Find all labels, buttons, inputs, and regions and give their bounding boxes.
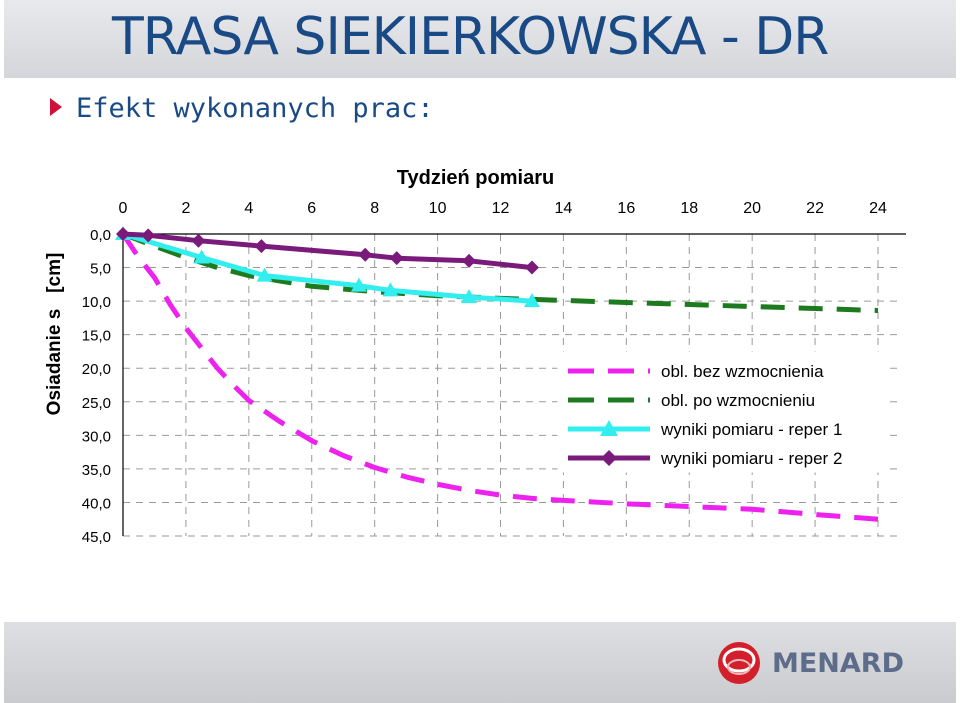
- y-axis-label: Osiadanie s [cm]: [44, 253, 65, 416]
- x-tick-label: 24: [869, 200, 887, 217]
- series-point-3: [116, 227, 130, 241]
- series-point-3: [389, 251, 404, 266]
- x-tick-label: 10: [429, 200, 447, 217]
- legend-label-3: wyniki pomiaru - reper 2: [660, 449, 842, 468]
- series-point-3: [254, 239, 269, 254]
- header-band: [4, 0, 956, 78]
- series-point-2: [256, 267, 273, 282]
- y-tick-label: 40,0: [82, 495, 111, 512]
- chart-title: Tydzień pomiaru: [397, 167, 554, 189]
- x-tick-label: 4: [244, 200, 253, 217]
- series-point-3: [524, 260, 539, 275]
- y-tick-label: 0,0: [90, 227, 111, 244]
- y-tick-label: 10,0: [82, 294, 111, 311]
- series-line-1: [122, 231, 879, 313]
- series-point-2: [523, 293, 540, 308]
- series-point-2: [382, 282, 399, 297]
- series-point-3: [191, 233, 206, 248]
- legend-marker-3: [601, 450, 617, 466]
- series-line-2: [122, 231, 533, 304]
- series-point-3: [358, 247, 373, 262]
- y-tick-label: 35,0: [82, 462, 111, 479]
- menard-logo: MENARD: [716, 640, 904, 686]
- legend-marker-2: [600, 420, 618, 436]
- x-tick-label: 18: [680, 200, 698, 217]
- x-tick-label: 22: [806, 200, 824, 217]
- series-line-3: [122, 231, 533, 271]
- x-tick-label: 16: [617, 200, 635, 217]
- series-point-3: [141, 228, 156, 243]
- y-tick-label: 30,0: [82, 428, 111, 445]
- y-tick-label: 25,0: [82, 395, 111, 412]
- x-tick-label: 6: [307, 200, 316, 217]
- subtitle-row: Efekt wykonanych prac:: [50, 88, 434, 128]
- series-point-2: [350, 277, 367, 292]
- x-tick-label: 14: [555, 200, 573, 217]
- x-tick-label: 8: [370, 200, 379, 217]
- logo-text: MENARD: [771, 647, 904, 679]
- menard-logo-icon: [717, 642, 760, 684]
- x-tick-label: 2: [181, 200, 190, 217]
- x-tick-label: 20: [743, 200, 761, 217]
- y-tick-label: 20,0: [82, 361, 111, 378]
- y-tick-label: 15,0: [82, 328, 111, 345]
- legend-label-0: obl. bez wzmocnienia: [661, 362, 824, 381]
- page-title: TRASA SIEKIERKOWSKA - DR: [112, 7, 829, 67]
- series-point-2: [461, 289, 478, 304]
- x-tick-label: 12: [492, 200, 510, 217]
- footer-band: [4, 622, 956, 703]
- legend-label-2: wyniki pomiaru - reper 1: [660, 420, 842, 439]
- series-point-3: [462, 253, 477, 268]
- page-subtitle: Efekt wykonanych prac:: [76, 92, 434, 124]
- series-line-0: [120, 232, 879, 522]
- y-tick-label: 5,0: [90, 261, 111, 278]
- y-tick-label: 45,0: [82, 529, 111, 546]
- series-point-2: [193, 249, 210, 264]
- legend-label-1: obl. po wzmocnieniu: [661, 391, 815, 410]
- x-tick-label: 0: [119, 200, 128, 217]
- chevron-right-icon: [50, 98, 62, 116]
